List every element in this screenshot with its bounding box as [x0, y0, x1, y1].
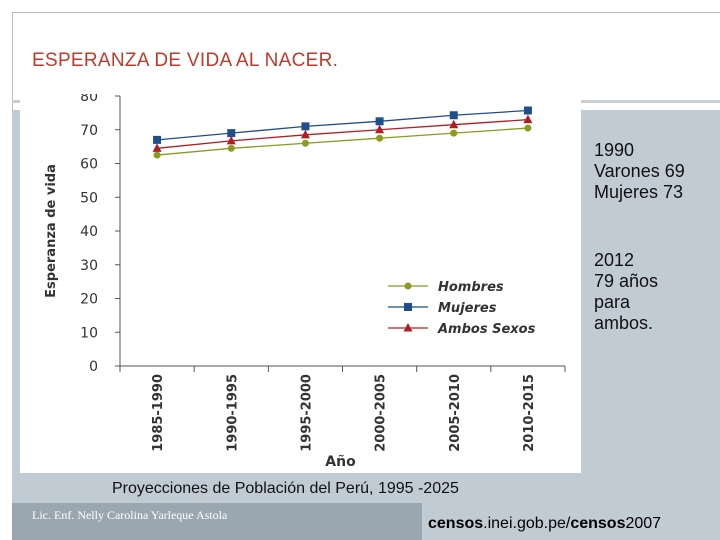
note-line: ambos. — [594, 313, 654, 333]
data-point — [524, 124, 532, 132]
legend-marker — [403, 323, 413, 332]
y-tick-label: 70 — [80, 123, 98, 139]
x-axis-title: Año — [325, 454, 356, 470]
y-tick-label: 50 — [80, 190, 98, 206]
chart-canvas: 0 10 20 30 40 50 60 70 80 1985-1990 1990-1995 1995-… — [44, 94, 566, 470]
data-point — [523, 114, 533, 124]
author-name: Lic. Enf. Nelly Carolina Yarleque Astola — [32, 508, 228, 522]
x-tick-label: 1995-2000 — [299, 374, 314, 452]
census-url-part-1: censos — [428, 515, 484, 532]
note-line: 79 años — [594, 271, 659, 291]
data-point — [227, 144, 235, 152]
series-line-hombres — [157, 127, 528, 156]
note-2012: 2012 79 años para ambos. — [594, 250, 658, 334]
legend-label: Mujeres — [438, 301, 497, 316]
y-tick-label: 60 — [80, 157, 98, 173]
data-point — [301, 139, 309, 147]
note-line: 1990 — [594, 140, 635, 160]
x-tick-label: 2010-2015 — [522, 374, 537, 452]
data-point — [523, 106, 532, 115]
data-point — [449, 119, 459, 129]
slide-title: ESPERANZA DE VIDA AL NACER. — [32, 50, 339, 71]
footer-band — [12, 503, 422, 540]
data-point — [226, 135, 236, 145]
note-line: para — [594, 292, 631, 312]
data-point — [152, 143, 162, 152]
legend-marker — [404, 303, 412, 311]
data-point — [227, 129, 236, 138]
data-point — [375, 117, 384, 126]
y-tick-label: 10 — [80, 325, 98, 341]
note-line: 2012 — [594, 250, 635, 270]
note-1990: 1990 Varones 69 Mujeres 73 — [594, 140, 685, 203]
legend-marker — [404, 282, 412, 290]
y-tick-label: 30 — [80, 258, 98, 274]
note-line: Varones 69 — [594, 161, 685, 181]
census-url-part-3: censos — [570, 515, 626, 532]
y-axis-title: Esperanza de vida — [44, 164, 59, 298]
source-caption: Proyecciones de Población del Perú, 1995… — [112, 480, 459, 497]
census-url-part-4: 2007 — [625, 515, 662, 532]
data-point — [300, 129, 310, 139]
data-point — [375, 124, 385, 134]
data-point — [153, 151, 161, 159]
y-tick-label: 80 — [80, 94, 98, 105]
data-point — [449, 111, 458, 120]
legend-label: Ambos Sexos — [437, 322, 536, 337]
data-point — [153, 135, 162, 144]
x-tick-label: 1990-1995 — [225, 374, 240, 452]
y-tick-label: 20 — [80, 292, 98, 308]
life-expectancy-chart: 0 10 20 30 40 50 60 70 80 1985-1990 1990-1995 1995-… — [20, 94, 581, 473]
y-tick-label: 0 — [89, 359, 98, 375]
x-tick-label: 2000-2005 — [374, 374, 389, 452]
data-point — [450, 129, 458, 137]
y-tick-label: 40 — [80, 224, 98, 240]
data-point — [376, 134, 384, 142]
x-tick-label: 1985-1990 — [151, 374, 166, 452]
census-url[interactable]: censos.inei.gob.pe/censos2007 — [428, 515, 661, 533]
census-url-part-2: .inei.gob.pe/ — [483, 515, 571, 532]
series-line-ambos-sexos — [157, 118, 528, 149]
series-line-mujeres — [157, 109, 528, 141]
legend-label: Hombres — [438, 280, 504, 295]
note-line: Mujeres 73 — [594, 182, 684, 202]
x-tick-label: 2005-2010 — [448, 374, 463, 452]
data-point — [301, 122, 310, 131]
